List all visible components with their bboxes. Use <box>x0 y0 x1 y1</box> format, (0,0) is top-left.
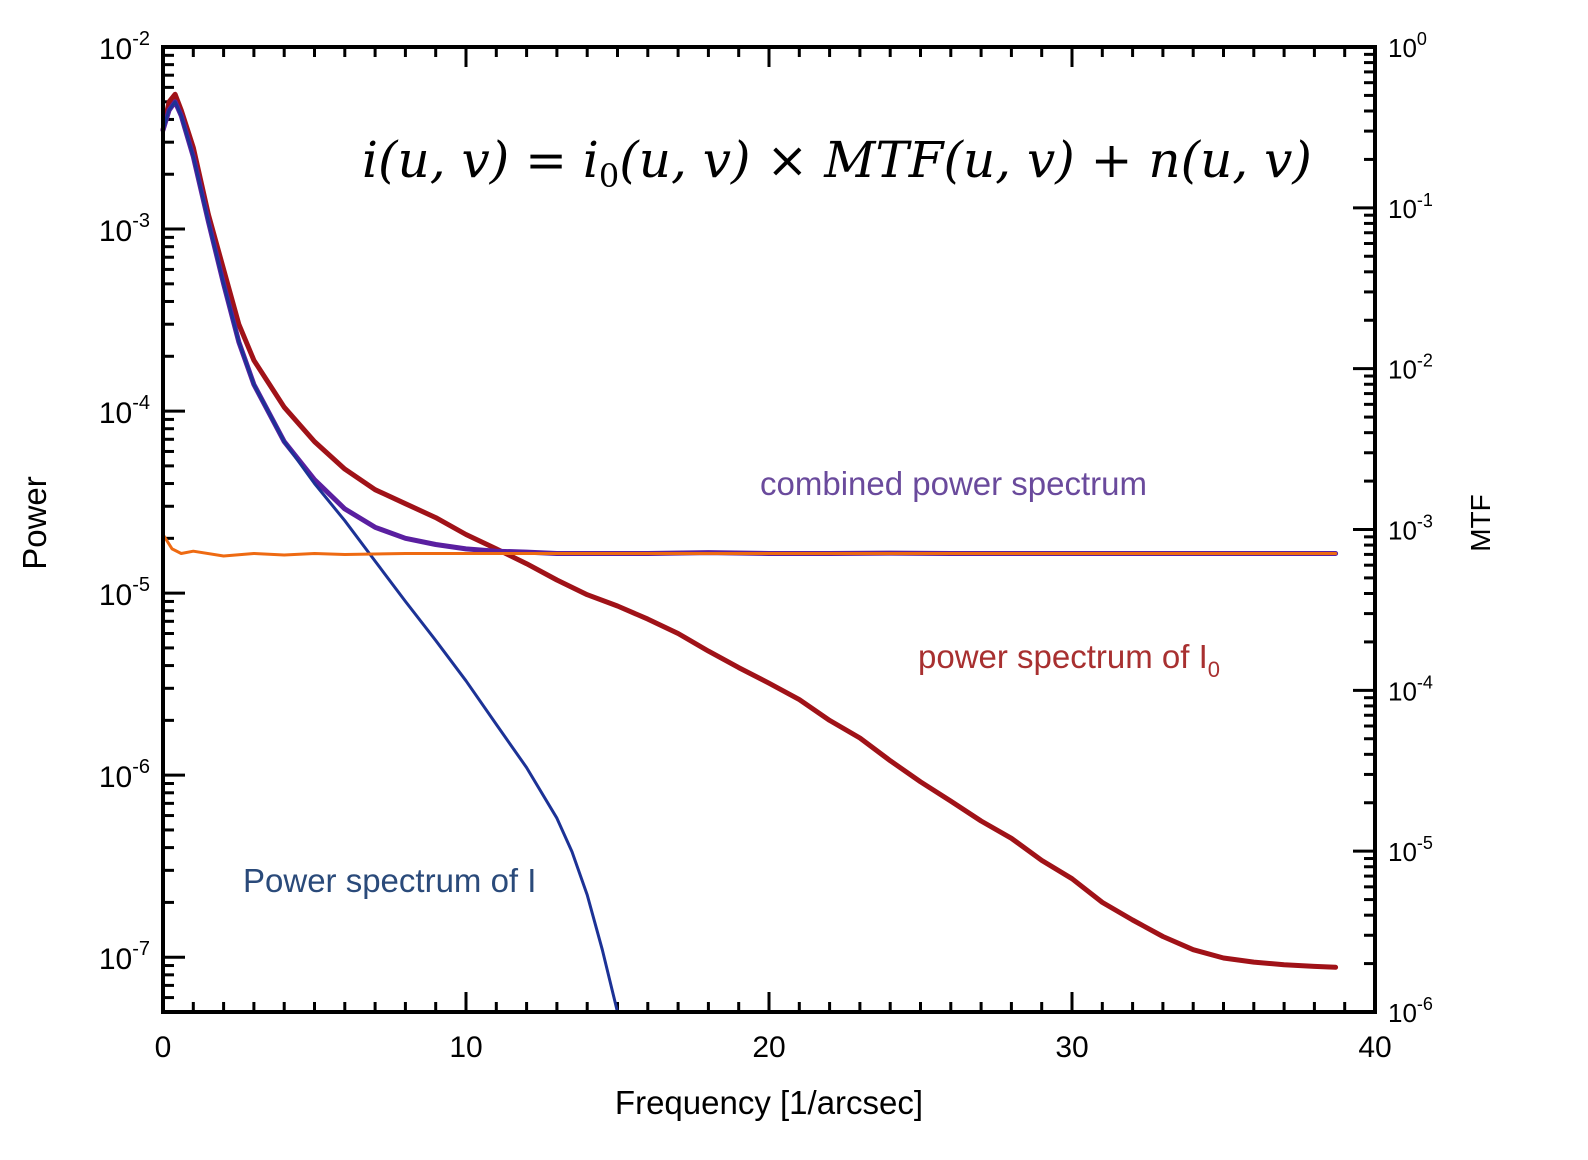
y2-tick-label-base: 10 <box>1388 516 1417 546</box>
y2-tick-label: 10-2 <box>1388 351 1433 385</box>
annotation-i: Power spectrum of I <box>243 862 536 899</box>
y2-tick-label-exp: -4 <box>1417 672 1433 692</box>
y-tick-label: 10-4 <box>99 392 150 430</box>
series-line-i0 <box>160 91 1339 970</box>
y2-tick-label-base: 10 <box>1388 998 1417 1028</box>
x-axis-label: Frequency [1/arcsec] <box>615 1084 923 1121</box>
y2-tick-label-base: 10 <box>1388 355 1417 385</box>
y2-tick-label-exp: -1 <box>1417 190 1433 210</box>
y-tick-label-base: 10 <box>99 215 132 248</box>
series-line-i <box>161 100 619 1014</box>
y2-tick-label-base: 10 <box>1388 33 1417 63</box>
y-tick-label: 10-6 <box>99 756 150 794</box>
y-tick-label-exp: -2 <box>132 28 150 50</box>
y2-tick-label-base: 10 <box>1388 194 1417 224</box>
equation-part-2: (u, v) × MTF(u, v) + n(u, v) <box>619 131 1312 189</box>
series-line-noise <box>161 533 1338 558</box>
y2-tick-label-base: 10 <box>1388 676 1417 706</box>
series-layer <box>160 91 1339 1014</box>
y-tick-label-exp: -6 <box>132 756 150 778</box>
equation: i(u, v) = i0(u, v) × MTF(u, v) + n(u, v) <box>362 131 1312 195</box>
y2-tick-label: 10-6 <box>1388 994 1433 1028</box>
y-tick-label: 10-3 <box>99 210 150 248</box>
x-tick-label: 40 <box>1358 1031 1391 1064</box>
x-tick-label: 30 <box>1055 1031 1088 1064</box>
y2-tick-label-exp: -3 <box>1417 512 1433 532</box>
equation-subscript: 0 <box>599 157 619 195</box>
y-tick-label: 10-7 <box>99 938 150 976</box>
y-tick-label: 10-5 <box>99 574 150 612</box>
y2-tick-label-base: 10 <box>1388 837 1417 867</box>
y-tick-label-base: 10 <box>99 579 132 612</box>
y2-axis-label: MTF <box>1465 494 1496 552</box>
y2-tick-label-exp: 0 <box>1417 29 1427 49</box>
y-tick-label-base: 10 <box>99 761 132 794</box>
y-tick-label-base: 10 <box>99 397 132 430</box>
y-tick-label: 10-2 <box>99 28 150 66</box>
y-tick-label-base: 10 <box>99 943 132 976</box>
y2-tick-label-exp: -5 <box>1417 833 1433 853</box>
y2-tick-label: 10-4 <box>1388 672 1433 706</box>
plot-frame <box>161 45 1377 1014</box>
y-tick-label-exp: -5 <box>132 574 150 596</box>
y-axis-label: Power <box>16 476 53 570</box>
y2-tick-label-exp: -2 <box>1417 351 1433 371</box>
annotation-i0-subscript: 0 <box>1208 657 1220 682</box>
y-tick-label-exp: -7 <box>132 938 150 960</box>
tick-labels: 0 10 20 30 4010-210-310-410-510-610-710010-1… <box>99 28 1433 1064</box>
y2-tick-label: 10-5 <box>1388 833 1433 867</box>
x-tick-label: 0 <box>155 1031 172 1064</box>
y2-tick-label: 10-1 <box>1388 190 1433 224</box>
y-tick-label-base: 10 <box>99 33 132 66</box>
y-tick-label-exp: -4 <box>132 392 150 414</box>
y-tick-label-exp: -3 <box>132 210 150 232</box>
annotation-combined: combined power spectrum <box>760 465 1147 502</box>
equation-part-1: i(u, v) = i <box>362 131 599 189</box>
y2-tick-label-exp: -6 <box>1417 994 1433 1014</box>
annotation-i0: power spectrum of I0 <box>918 638 1220 682</box>
y2-tick-label: 10-3 <box>1388 512 1433 546</box>
x-tick-label: 20 <box>752 1031 785 1064</box>
annotation-i0-text: power spectrum of I <box>918 638 1208 675</box>
y2-tick-label: 100 <box>1388 29 1427 63</box>
x-tick-label: 10 <box>449 1031 482 1064</box>
